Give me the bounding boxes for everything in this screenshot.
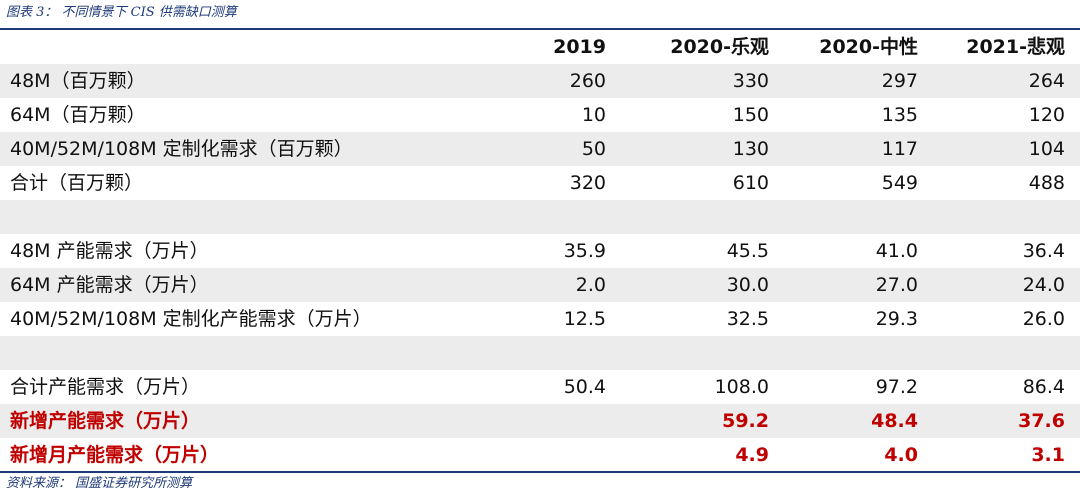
cell-2021-pessimistic: 26.0 [1022,308,1065,330]
row-label: 40M/52M/108M 定制化产能需求（万片） [10,308,372,330]
cell-2021-pessimistic: 488 [1028,172,1065,194]
cell-2020-neutral: 549 [881,172,918,194]
cell-2019: 320 [569,172,606,194]
row-label: 64M（百万颗） [10,104,146,126]
header-2021-pessimistic: 2021-悲观 [966,36,1065,58]
header-2019: 2019 [553,36,606,58]
cell-2020-neutral: 48.4 [871,410,918,432]
cell-2020-optimistic: 130 [732,138,769,160]
data-table: 2019 2020-乐观 2020-中性 2021-悲观 48M（百万颗） 26… [0,30,1080,472]
cell-2020-optimistic: 330 [732,70,769,92]
table-row: 40M/52M/108M 定制化需求（百万颗） 50 130 117 104 [0,132,1080,166]
cell-2020-neutral: 97.2 [875,376,918,398]
cell-2019: 35.9 [563,240,606,262]
table-row: 64M（百万颗） 10 150 135 120 [0,98,1080,132]
cell-2021-pessimistic: 86.4 [1022,376,1065,398]
cell-2020-optimistic: 59.2 [722,410,769,432]
top-rule [0,28,1080,30]
cell-2021-pessimistic: 37.6 [1018,410,1065,432]
cell-2020-optimistic: 4.9 [735,444,769,466]
cell-2019: 260 [569,70,606,92]
cell-2020-optimistic: 32.5 [726,308,769,330]
cell-2020-optimistic: 610 [732,172,769,194]
row-label: 48M 产能需求（万片） [10,240,209,262]
header-2020-optimistic: 2020-乐观 [670,36,769,58]
cell-2020-neutral: 41.0 [875,240,918,262]
row-label: 64M 产能需求（万片） [10,274,209,296]
row-label: 新增月产能需求（万片） [10,444,220,466]
cell-2020-neutral: 29.3 [875,308,918,330]
table-row-spacer [0,336,1080,370]
cell-2020-optimistic: 30.0 [726,274,769,296]
cell-2020-neutral: 297 [881,70,918,92]
cell-2019: 10 [581,104,606,126]
cell-2020-neutral: 135 [881,104,918,126]
cell-2019: 50.4 [563,376,606,398]
table-row-highlight: 新增月产能需求（万片） 4.9 4.0 3.1 [0,438,1080,472]
table-row: 40M/52M/108M 定制化产能需求（万片） 12.5 32.5 29.3 … [0,302,1080,336]
table-row: 64M 产能需求（万片） 2.0 30.0 27.0 24.0 [0,268,1080,302]
table-row: 合计（百万颗） 320 610 549 488 [0,166,1080,200]
row-label: 40M/52M/108M 定制化需求（百万颗） [10,138,353,160]
cell-2021-pessimistic: 264 [1028,70,1065,92]
cell-2020-optimistic: 108.0 [714,376,769,398]
row-label: 合计（百万颗） [10,172,144,194]
table-header-row: 2019 2020-乐观 2020-中性 2021-悲观 [0,30,1080,64]
source-note: 资料来源： 国盛证券研究所测算 [6,476,193,491]
cell-2021-pessimistic: 104 [1028,138,1065,160]
cell-2020-neutral: 117 [881,138,918,160]
cell-2021-pessimistic: 120 [1028,104,1065,126]
cell-2020-neutral: 4.0 [884,444,918,466]
bottom-rule [0,471,1080,473]
header-2020-neutral: 2020-中性 [819,36,918,58]
row-label: 48M（百万颗） [10,70,146,92]
cell-2019: 50 [581,138,606,160]
cell-2021-pessimistic: 24.0 [1022,274,1065,296]
cell-2020-optimistic: 150 [732,104,769,126]
row-label: 新增产能需求（万片） [10,410,201,432]
table-row-highlight: 新增产能需求（万片） 59.2 48.4 37.6 [0,404,1080,438]
cell-2021-pessimistic: 3.1 [1031,444,1065,466]
table-row: 48M 产能需求（万片） 35.9 45.5 41.0 36.4 [0,234,1080,268]
figure-caption: 图表 3： 不同情景下 CIS 供需缺口测算 [6,5,237,20]
cell-2021-pessimistic: 36.4 [1022,240,1065,262]
cell-2019: 12.5 [563,308,606,330]
cell-2020-optimistic: 45.5 [726,240,769,262]
cell-2019: 2.0 [575,274,606,296]
table-row: 合计产能需求（万片） 50.4 108.0 97.2 86.4 [0,370,1080,404]
table-row-spacer [0,200,1080,234]
row-label: 合计产能需求（万片） [10,376,201,398]
cell-2020-neutral: 27.0 [875,274,918,296]
table-row: 48M（百万颗） 260 330 297 264 [0,64,1080,98]
